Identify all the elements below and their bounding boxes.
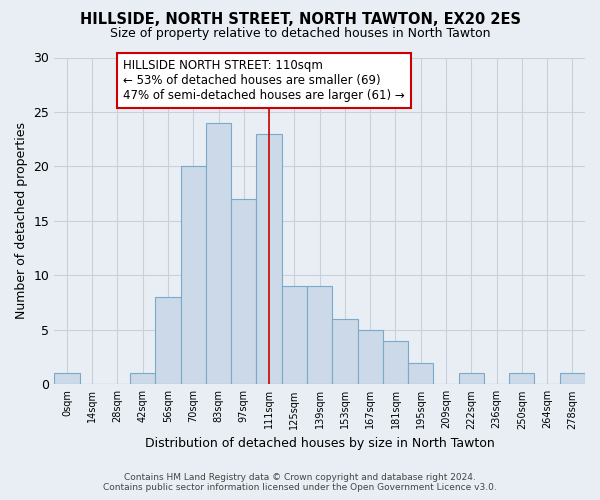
Text: HILLSIDE NORTH STREET: 110sqm
← 53% of detached houses are smaller (69)
47% of s: HILLSIDE NORTH STREET: 110sqm ← 53% of d…: [123, 59, 405, 102]
Bar: [256, 134, 282, 384]
Bar: [509, 374, 535, 384]
Bar: [231, 199, 256, 384]
Bar: [560, 374, 585, 384]
Bar: [383, 340, 408, 384]
Bar: [282, 286, 307, 384]
Bar: [206, 123, 231, 384]
X-axis label: Distribution of detached houses by size in North Tawton: Distribution of detached houses by size …: [145, 437, 494, 450]
Bar: [408, 362, 433, 384]
Text: Size of property relative to detached houses in North Tawton: Size of property relative to detached ho…: [110, 28, 490, 40]
Y-axis label: Number of detached properties: Number of detached properties: [15, 122, 28, 320]
Bar: [181, 166, 206, 384]
Bar: [307, 286, 332, 384]
Bar: [332, 319, 358, 384]
Bar: [458, 374, 484, 384]
Text: HILLSIDE, NORTH STREET, NORTH TAWTON, EX20 2ES: HILLSIDE, NORTH STREET, NORTH TAWTON, EX…: [79, 12, 521, 28]
Bar: [130, 374, 155, 384]
Bar: [155, 297, 181, 384]
Bar: [54, 374, 80, 384]
Text: Contains HM Land Registry data © Crown copyright and database right 2024.
Contai: Contains HM Land Registry data © Crown c…: [103, 473, 497, 492]
Bar: [358, 330, 383, 384]
